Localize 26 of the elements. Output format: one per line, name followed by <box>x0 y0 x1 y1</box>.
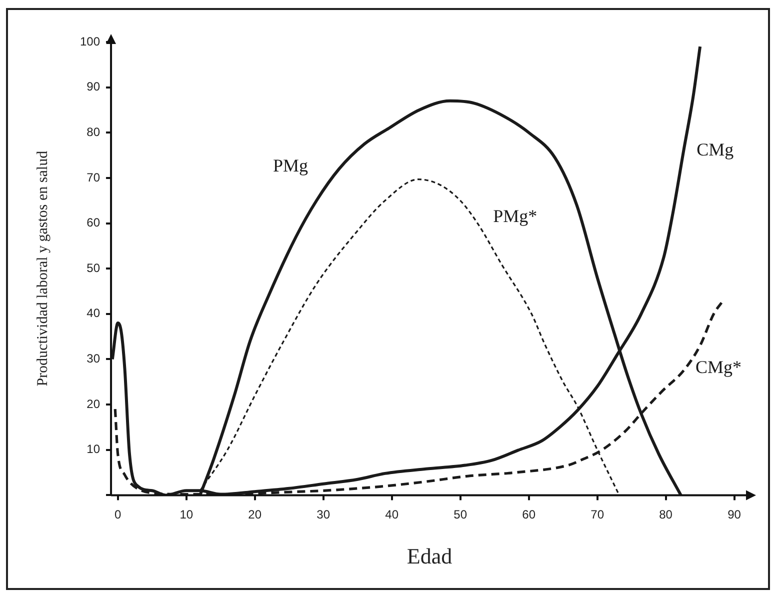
x-tick-label: 50 <box>454 508 468 522</box>
x-axis-title: Edad <box>406 544 452 569</box>
x-tick-label: 0 <box>114 508 122 522</box>
x-tick-label: 70 <box>590 508 604 522</box>
y-tick-label: 20 <box>86 396 100 411</box>
y-tick-label: 10 <box>86 442 100 456</box>
y-tick-label: 80 <box>86 124 100 139</box>
y-tick-label: 50 <box>86 260 100 275</box>
series-label: PMg <box>272 155 308 176</box>
x-tick-label: 10 <box>180 508 194 522</box>
series-label: PMg* <box>493 206 538 226</box>
y-tick-label: 90 <box>86 80 100 94</box>
series-label: CMg <box>696 140 734 160</box>
y-axis-title: Productividad laboral y gastos en salud <box>34 150 51 386</box>
y-tick-label: 40 <box>86 306 100 320</box>
series-label: CMg* <box>696 357 742 378</box>
x-tick-label: 20 <box>248 508 262 522</box>
x-tick-label: 30 <box>316 508 330 522</box>
y-tick-label: 100 <box>80 34 100 48</box>
x-tick-label: 60 <box>522 508 536 522</box>
x-tick-label: 90 <box>728 508 742 522</box>
x-tick-label: 80 <box>659 508 673 522</box>
y-tick-label: 60 <box>86 216 100 230</box>
y-tick-label: 70 <box>86 170 100 184</box>
x-tick-label: 40 <box>385 508 399 522</box>
y-tick-label: 30 <box>86 352 100 366</box>
